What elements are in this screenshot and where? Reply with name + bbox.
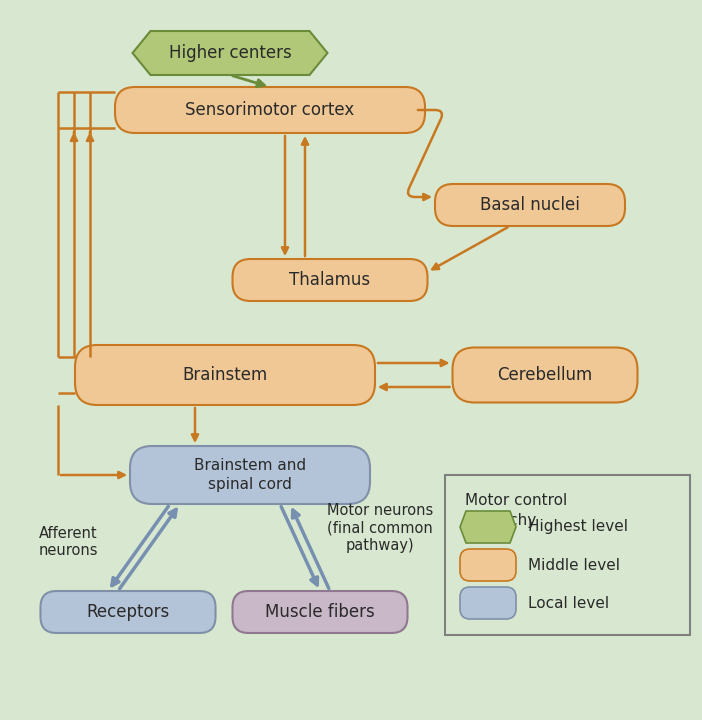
- Text: Muscle fibers: Muscle fibers: [265, 603, 375, 621]
- Text: Afferent
neurons: Afferent neurons: [38, 526, 98, 558]
- Text: Receptors: Receptors: [86, 603, 170, 621]
- Text: Motor neurons
(final common
pathway): Motor neurons (final common pathway): [327, 503, 433, 553]
- Text: Basal nuclei: Basal nuclei: [480, 196, 580, 214]
- FancyBboxPatch shape: [453, 348, 637, 402]
- Text: Thalamus: Thalamus: [289, 271, 371, 289]
- FancyBboxPatch shape: [115, 87, 425, 133]
- Text: Sensorimotor cortex: Sensorimotor cortex: [185, 101, 355, 119]
- FancyBboxPatch shape: [130, 446, 370, 504]
- Text: Higher centers: Higher centers: [168, 44, 291, 62]
- Polygon shape: [133, 31, 328, 75]
- FancyBboxPatch shape: [232, 259, 428, 301]
- Text: Highest level: Highest level: [528, 520, 628, 534]
- FancyBboxPatch shape: [460, 587, 516, 619]
- FancyBboxPatch shape: [41, 591, 216, 633]
- FancyBboxPatch shape: [232, 591, 407, 633]
- Polygon shape: [460, 511, 516, 543]
- FancyBboxPatch shape: [75, 345, 375, 405]
- FancyBboxPatch shape: [445, 475, 690, 635]
- Text: Motor control
hierarchy: Motor control hierarchy: [465, 493, 567, 528]
- Text: Middle level: Middle level: [528, 557, 620, 572]
- Text: Brainstem and
spinal cord: Brainstem and spinal cord: [194, 458, 306, 492]
- Text: Cerebellum: Cerebellum: [498, 366, 592, 384]
- FancyBboxPatch shape: [435, 184, 625, 226]
- FancyBboxPatch shape: [460, 549, 516, 581]
- Text: Brainstem: Brainstem: [183, 366, 267, 384]
- Text: Local level: Local level: [528, 595, 609, 611]
